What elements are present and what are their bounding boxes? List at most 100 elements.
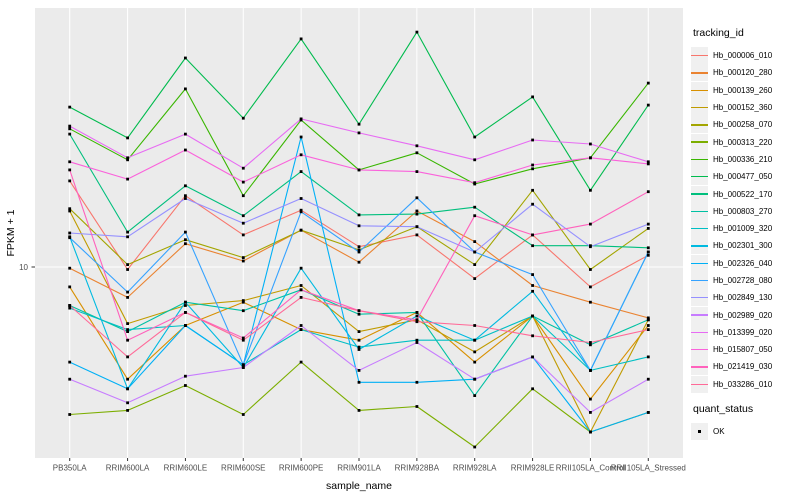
legend-items-tracking-id: Hb_000006_010 Hb_000120_280 Hb_000139_260 H… [691,47,799,393]
legend-key-line-swatch [691,54,708,57]
data-point [68,377,72,381]
y-tick-label: 10 [19,263,28,272]
data-point [415,318,419,322]
data-point [184,324,187,327]
data-point [299,197,303,200]
data-point [415,225,419,229]
data-point [357,168,361,172]
data-point [68,132,72,136]
data-point [473,360,477,364]
data-point [473,277,477,280]
data-point [126,409,129,412]
data-point [299,208,303,212]
legend-key-box [691,133,708,151]
legend-key-box [691,185,708,203]
data-point [126,330,129,333]
data-point [126,377,129,381]
data-point [68,236,72,240]
data-point [241,336,245,340]
data-point [68,285,72,289]
data-point [299,228,303,232]
legend-key-line-swatch [691,106,708,109]
data-point [531,334,534,338]
legend-key-box [691,323,708,341]
data-point [357,369,361,372]
legend-item-label: Hb_000258_070 [713,120,773,130]
legend-item-label: Hb_000120_280 [713,68,773,78]
data-point [531,163,534,167]
legend-key-box [691,237,708,255]
data-point [184,238,187,242]
data-point [646,222,650,226]
data-point [473,338,477,342]
data-point [589,430,592,434]
legend-key-box [691,306,708,324]
legend-item-Hb_000006_010: Hb_000006_010 [691,47,799,65]
data-point [646,318,650,322]
legend-item-Hb_001009_320: Hb_001009_320 [691,220,799,238]
data-point [68,304,72,307]
x-tick-label: RRIM928LE [511,464,555,473]
x-tick-label: RRIM600PE [279,464,323,473]
data-point [415,311,419,314]
data-point [646,81,650,85]
x-axis-title: sample_name [326,480,392,492]
legend-item-label: Hb_000803_270 [713,206,773,216]
x-tick-label: RRIM928BA [395,464,440,473]
legend-key-box [691,202,708,220]
data-point [357,330,361,333]
data-point [357,309,361,313]
data-point [473,181,477,185]
legend-key-line-swatch [691,141,708,143]
data-point [184,374,187,378]
data-point [357,122,361,126]
data-point [357,312,361,316]
data-point [646,328,650,331]
data-point [299,153,303,157]
legend-item-Hb_002728_080: Hb_002728_080 [691,272,799,289]
data-point [126,230,129,234]
data-point [646,160,650,164]
data-point [68,124,72,128]
data-point [415,144,419,148]
data-point [68,360,72,364]
data-point [126,401,129,405]
data-point [473,214,477,218]
legend-key-line-swatch [691,158,708,161]
data-point [531,273,534,276]
x-tick-label: RRIM600LE [164,464,208,473]
data-point [68,160,72,164]
data-point [357,338,361,342]
data-point [299,266,303,270]
legend-item-label: Hb_002989_020 [713,310,773,320]
legend-item-label: Hb_000336_210 [713,154,773,164]
data-point [68,207,72,211]
data-point [415,338,419,342]
legend-item-label: Hb_015807_050 [713,345,773,355]
data-point [415,196,419,200]
data-point [357,245,361,249]
data-point [473,263,477,266]
legend-key-line-swatch [691,279,708,282]
data-point [589,222,592,226]
data-point [241,194,245,198]
data-point [646,227,650,230]
data-point [415,380,419,384]
legend-item-label: Hb_002326_040 [713,258,773,268]
data-point [299,170,303,173]
legend-item-label: Hb_002301_300 [713,241,773,251]
legend-key-box [691,272,708,289]
data-point [646,250,650,254]
data-point [415,405,419,408]
data-point [473,240,477,243]
data-point [126,263,129,266]
data-point [589,188,592,192]
data-point [415,151,419,155]
data-point [241,166,245,170]
x-tick-label: RRIM600LA [106,464,150,473]
legend-item-Hb_000522_170: Hb_000522_170 [691,185,799,203]
data-point [531,188,534,192]
data-point [241,233,245,237]
data-point [241,299,245,302]
